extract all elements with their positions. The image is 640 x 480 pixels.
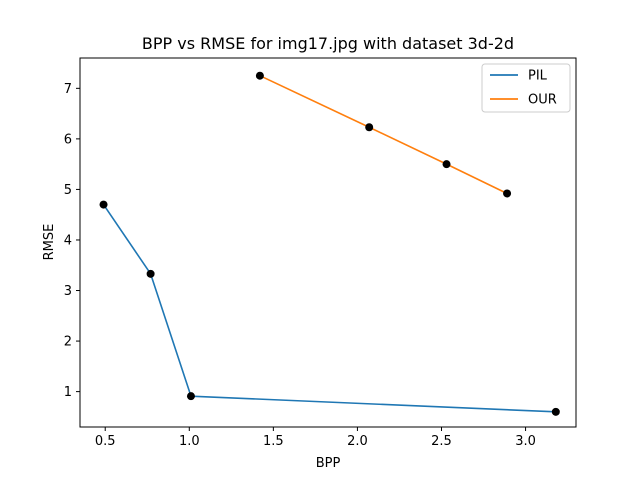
data-point-our [365, 123, 374, 132]
y-tick-label: 2 [64, 335, 72, 350]
plot-area: 0.5 1.0 1.5 2.0 2.5 3.0 1 2 3 4 5 6 7 [64, 71, 560, 449]
x-axis-label: BPP [316, 456, 341, 471]
data-point-pil [146, 269, 155, 278]
chart-title: BPP vs RMSE for img17.jpg with dataset 3… [142, 34, 514, 53]
series-line-our [259, 74, 508, 195]
series-line-pil [102, 204, 556, 413]
y-tick-label: 6 [64, 132, 72, 147]
data-point-our [255, 71, 264, 80]
data-point-pil [186, 392, 195, 401]
legend: PIL OUR [481, 63, 571, 113]
x-tick-label: 2.5 [431, 434, 452, 449]
data-point-our [442, 160, 451, 169]
y-tick-label: 4 [64, 233, 72, 248]
x-tick-label: 2.0 [347, 434, 368, 449]
axes-frame [79, 57, 577, 428]
x-tick-label: 1.5 [263, 434, 284, 449]
x-tick-label: 0.5 [95, 434, 116, 449]
data-point-our [503, 189, 512, 198]
legend-box [481, 63, 571, 113]
legend-label-pil: PIL [528, 69, 548, 84]
y-tick-label: 7 [64, 82, 72, 97]
x-tick-label: 3.0 [515, 434, 536, 449]
legend-label-our: OUR [528, 93, 557, 108]
data-point-pil [99, 200, 108, 209]
y-tick-label: 1 [64, 385, 72, 400]
y-tick-label: 3 [64, 284, 72, 299]
x-tick-label: 1.0 [179, 434, 200, 449]
y-tick-label: 5 [64, 183, 72, 198]
y-axis-label: RMSE [42, 224, 57, 261]
data-point-pil [551, 407, 560, 416]
